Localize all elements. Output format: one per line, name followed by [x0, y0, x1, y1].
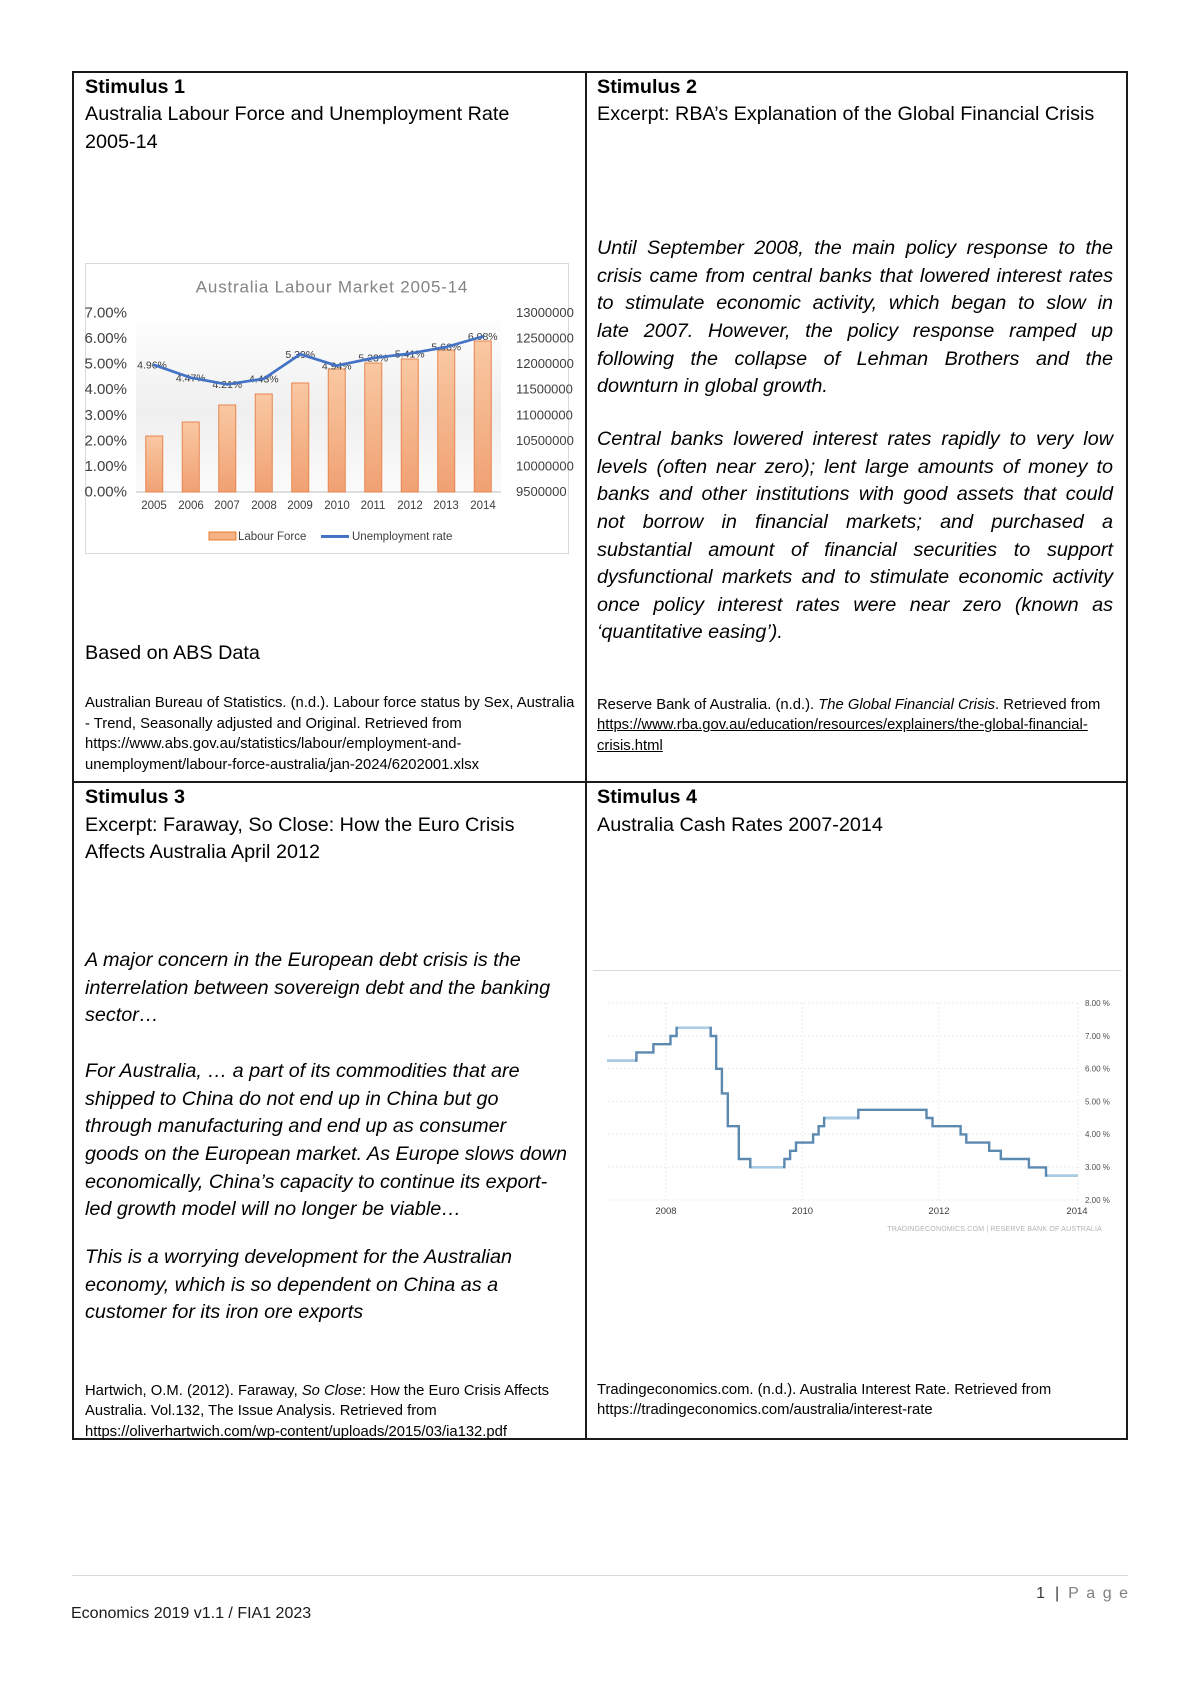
svg-text:5.00%: 5.00% — [85, 356, 127, 373]
svg-text:0.00%: 0.00% — [85, 484, 127, 501]
svg-text:2014: 2014 — [470, 500, 496, 512]
svg-text:Unemployment rate: Unemployment rate — [352, 531, 452, 543]
svg-text:2011: 2011 — [361, 500, 386, 512]
svg-text:TRADINGECONOMICS.COM | RESERVE: TRADINGECONOMICS.COM | RESERVE BANK OF A… — [887, 1226, 1102, 1233]
svg-text:12000000: 12000000 — [516, 356, 574, 371]
svg-text:4.00%: 4.00% — [85, 381, 127, 398]
svg-text:2005: 2005 — [141, 500, 167, 512]
svg-text:11500000: 11500000 — [516, 382, 573, 397]
svg-text:4.96%: 4.96% — [137, 360, 167, 372]
svg-text:11000000: 11000000 — [516, 407, 573, 422]
svg-text:3.00%: 3.00% — [85, 407, 127, 424]
svg-text:2.00%: 2.00% — [85, 432, 127, 449]
svg-text:9500000: 9500000 — [516, 484, 567, 499]
svg-text:6.00 %: 6.00 % — [1085, 1065, 1110, 1074]
svg-text:13000000: 13000000 — [516, 305, 574, 320]
svg-text:4.00 %: 4.00 % — [1085, 1130, 1110, 1139]
svg-text:10500000: 10500000 — [516, 433, 574, 448]
svg-text:2012: 2012 — [397, 500, 423, 512]
svg-text:1.00%: 1.00% — [85, 458, 127, 475]
svg-text:5.00 %: 5.00 % — [1085, 1098, 1110, 1107]
svg-text:2006: 2006 — [178, 500, 204, 512]
svg-text:3.00 %: 3.00 % — [1085, 1163, 1110, 1172]
svg-text:Australia Labour Market 2005-1: Australia Labour Market 2005-14 — [196, 278, 468, 297]
svg-text:2012: 2012 — [928, 1206, 949, 1217]
svg-text:2008: 2008 — [655, 1206, 676, 1217]
svg-text:2010: 2010 — [324, 500, 350, 512]
svg-text:Labour Force: Labour Force — [238, 531, 306, 543]
svg-text:2009: 2009 — [287, 500, 313, 512]
svg-text:2014: 2014 — [1066, 1206, 1087, 1217]
svg-text:6.00%: 6.00% — [85, 330, 127, 347]
svg-text:10000000: 10000000 — [516, 458, 574, 473]
svg-text:2007: 2007 — [214, 500, 240, 512]
svg-text:2013: 2013 — [433, 500, 459, 512]
svg-text:2008: 2008 — [251, 500, 277, 512]
svg-text:2.00 %: 2.00 % — [1085, 1196, 1110, 1205]
svg-text:7.00%: 7.00% — [85, 305, 127, 322]
svg-text:12500000: 12500000 — [516, 331, 574, 346]
svg-text:2010: 2010 — [792, 1206, 813, 1217]
svg-text:8.00 %: 8.00 % — [1085, 999, 1110, 1008]
svg-text:7.00 %: 7.00 % — [1085, 1032, 1110, 1041]
